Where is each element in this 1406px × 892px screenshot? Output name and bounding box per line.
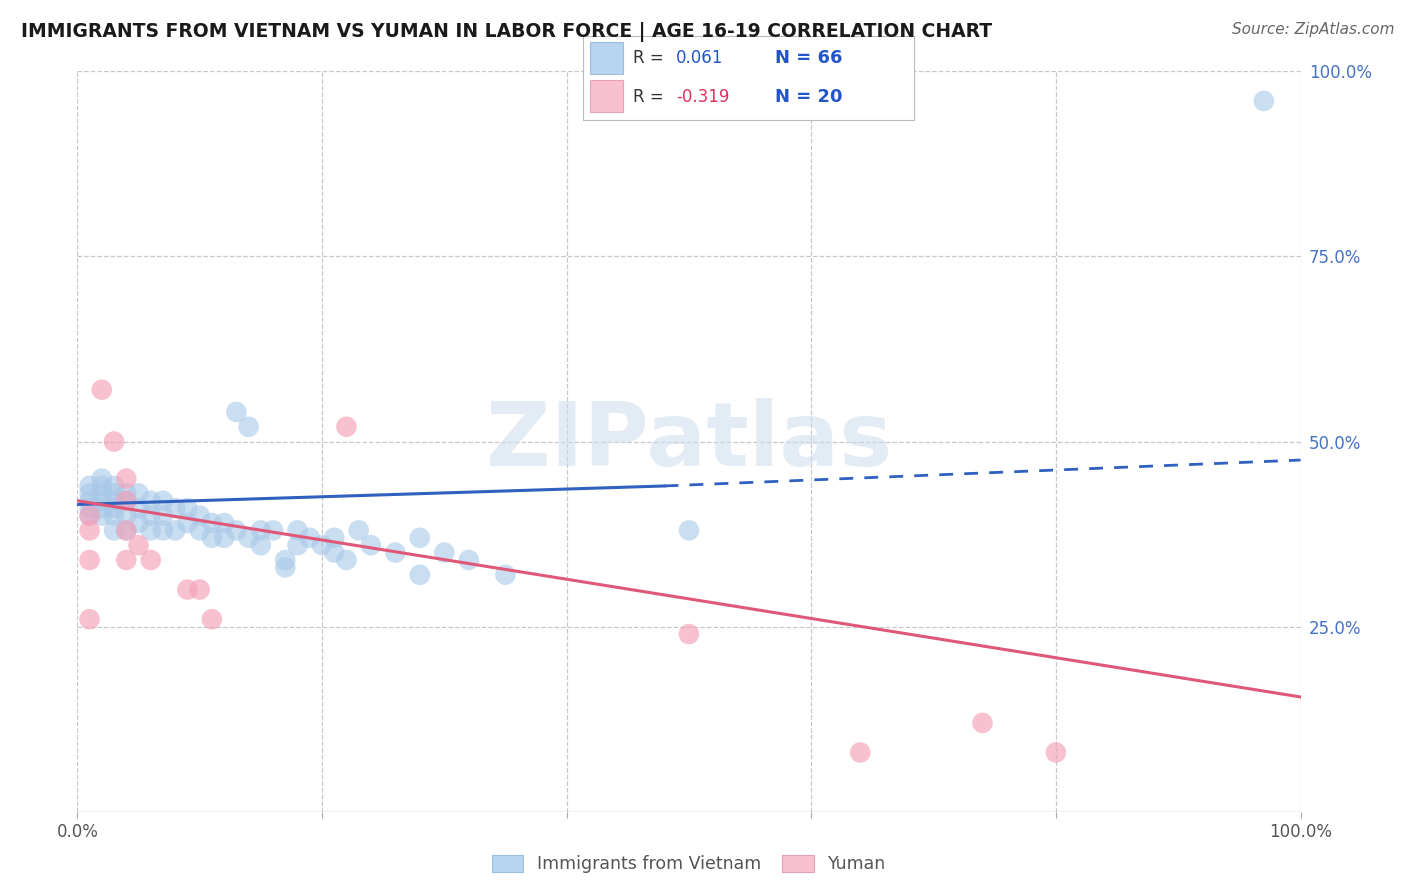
- Point: [152, 524, 174, 538]
- Text: 0.061: 0.061: [676, 49, 723, 67]
- Point: [90, 479, 112, 493]
- Point: [79, 479, 101, 493]
- Point: [103, 524, 125, 538]
- Point: [115, 508, 138, 523]
- Point: [238, 419, 260, 434]
- Point: [103, 434, 125, 449]
- Point: [128, 501, 150, 516]
- Point: [79, 612, 101, 626]
- Point: [165, 501, 187, 516]
- Point: [335, 553, 357, 567]
- Point: [262, 524, 284, 538]
- Point: [311, 538, 333, 552]
- Text: IMMIGRANTS FROM VIETNAM VS YUMAN IN LABOR FORCE | AGE 16-19 CORRELATION CHART: IMMIGRANTS FROM VIETNAM VS YUMAN IN LABO…: [21, 22, 993, 42]
- Point: [212, 516, 235, 530]
- Point: [176, 501, 198, 516]
- Point: [678, 524, 700, 538]
- Point: [188, 508, 211, 523]
- Legend: Immigrants from Vietnam, Yuman: Immigrants from Vietnam, Yuman: [492, 855, 886, 873]
- Point: [103, 508, 125, 523]
- Point: [152, 493, 174, 508]
- Point: [103, 501, 125, 516]
- Point: [79, 524, 101, 538]
- Point: [360, 538, 382, 552]
- Point: [90, 383, 112, 397]
- Point: [238, 531, 260, 545]
- Point: [176, 516, 198, 530]
- Point: [433, 546, 456, 560]
- Point: [115, 553, 138, 567]
- Point: [139, 508, 162, 523]
- Point: [152, 508, 174, 523]
- Point: [115, 486, 138, 500]
- Point: [225, 405, 247, 419]
- Point: [128, 486, 150, 500]
- Point: [409, 531, 432, 545]
- Point: [409, 567, 432, 582]
- Point: [323, 546, 346, 560]
- Point: [849, 746, 872, 760]
- Point: [678, 627, 700, 641]
- Point: [139, 524, 162, 538]
- Point: [79, 486, 101, 500]
- Point: [457, 553, 479, 567]
- Text: Source: ZipAtlas.com: Source: ZipAtlas.com: [1232, 22, 1395, 37]
- Point: [79, 508, 101, 523]
- FancyBboxPatch shape: [591, 42, 623, 74]
- Point: [201, 612, 224, 626]
- Point: [115, 471, 138, 485]
- Point: [139, 553, 162, 567]
- Point: [103, 479, 125, 493]
- Point: [201, 516, 224, 530]
- FancyBboxPatch shape: [591, 79, 623, 112]
- Point: [103, 486, 125, 500]
- Point: [250, 538, 273, 552]
- Point: [323, 531, 346, 545]
- Point: [495, 567, 517, 582]
- Point: [188, 524, 211, 538]
- Point: [90, 493, 112, 508]
- Point: [115, 493, 138, 508]
- Point: [225, 524, 247, 538]
- Point: [298, 531, 321, 545]
- Point: [79, 501, 101, 516]
- Text: N = 20: N = 20: [775, 87, 842, 105]
- Point: [347, 524, 370, 538]
- Point: [287, 524, 309, 538]
- Point: [115, 493, 138, 508]
- Point: [1253, 94, 1275, 108]
- Point: [201, 531, 224, 545]
- Text: -0.319: -0.319: [676, 87, 730, 105]
- Point: [79, 508, 101, 523]
- Text: R =: R =: [633, 87, 664, 105]
- Point: [115, 524, 138, 538]
- Point: [128, 538, 150, 552]
- Point: [90, 486, 112, 500]
- Point: [287, 538, 309, 552]
- Point: [176, 582, 198, 597]
- Point: [165, 524, 187, 538]
- Point: [250, 524, 273, 538]
- Point: [90, 471, 112, 485]
- Point: [212, 531, 235, 545]
- Point: [90, 501, 112, 516]
- Point: [103, 493, 125, 508]
- Point: [128, 516, 150, 530]
- Text: ZIPatlas: ZIPatlas: [486, 398, 891, 485]
- Point: [335, 419, 357, 434]
- Point: [115, 524, 138, 538]
- Point: [384, 546, 406, 560]
- Point: [188, 582, 211, 597]
- Text: R =: R =: [633, 49, 664, 67]
- Text: N = 66: N = 66: [775, 49, 842, 67]
- Point: [1045, 746, 1067, 760]
- Point: [79, 553, 101, 567]
- Point: [90, 508, 112, 523]
- Point: [139, 493, 162, 508]
- Point: [79, 493, 101, 508]
- Point: [274, 553, 297, 567]
- Point: [972, 715, 994, 730]
- Point: [274, 560, 297, 574]
